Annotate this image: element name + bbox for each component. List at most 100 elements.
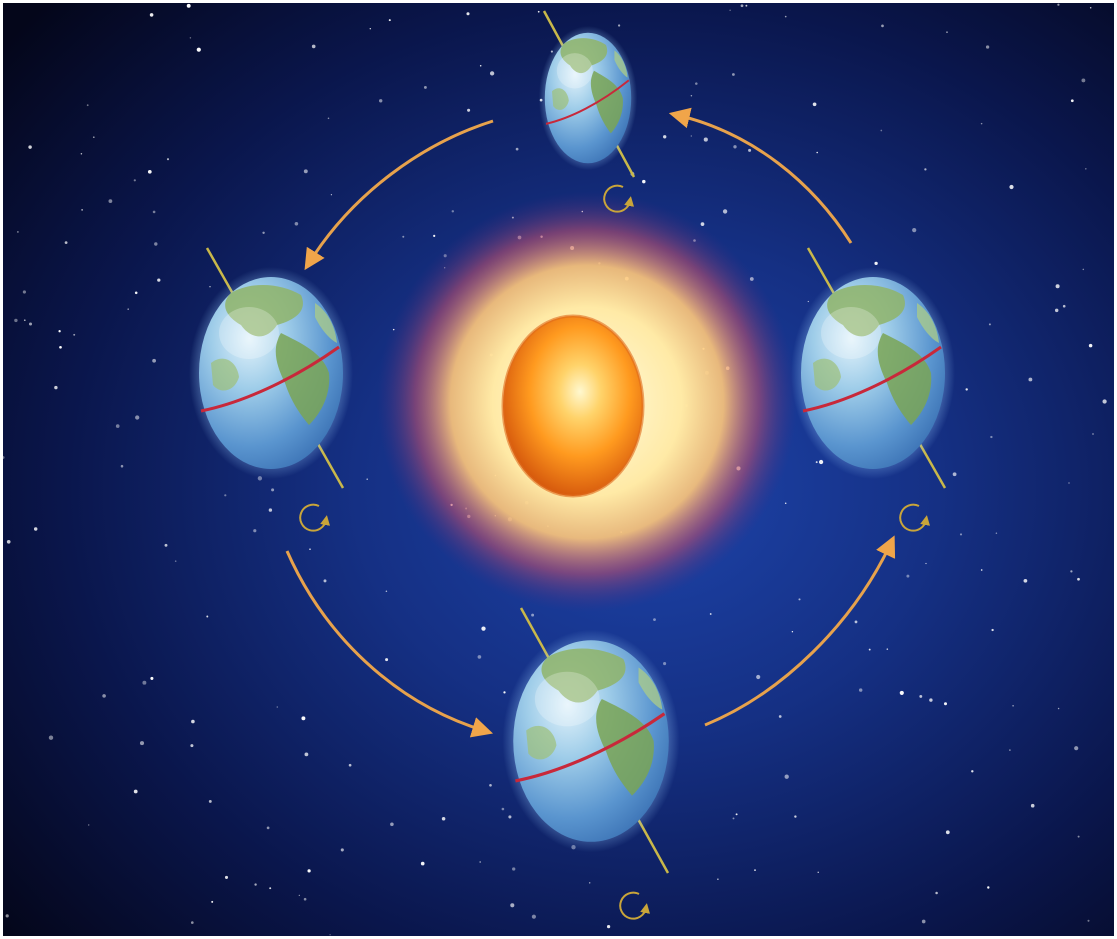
star bbox=[298, 894, 300, 897]
star bbox=[794, 815, 797, 818]
star bbox=[990, 435, 993, 439]
star bbox=[307, 869, 311, 873]
star bbox=[5, 914, 9, 918]
star bbox=[276, 706, 279, 708]
star bbox=[919, 694, 923, 698]
star bbox=[152, 358, 156, 363]
star bbox=[127, 308, 129, 310]
star bbox=[467, 108, 471, 112]
star bbox=[1092, 433, 1094, 435]
star bbox=[466, 12, 470, 16]
orbit-arrow-icon bbox=[668, 107, 853, 244]
star bbox=[512, 867, 516, 871]
star bbox=[1089, 7, 1092, 9]
star bbox=[189, 37, 192, 39]
star bbox=[303, 169, 308, 174]
star bbox=[87, 824, 90, 826]
star bbox=[732, 817, 735, 820]
star bbox=[441, 817, 446, 821]
star bbox=[366, 478, 368, 480]
star bbox=[818, 459, 824, 465]
star bbox=[991, 628, 994, 632]
star bbox=[1057, 707, 1060, 710]
star bbox=[157, 278, 161, 282]
star bbox=[254, 883, 257, 886]
star bbox=[653, 618, 656, 621]
star bbox=[733, 145, 737, 149]
star bbox=[102, 694, 106, 698]
star bbox=[58, 330, 61, 333]
star bbox=[501, 807, 505, 811]
star bbox=[64, 241, 68, 244]
star bbox=[943, 702, 948, 706]
star bbox=[945, 830, 950, 835]
orbit-arrow-icon bbox=[304, 119, 494, 271]
star bbox=[133, 789, 138, 794]
sun-icon bbox=[377, 192, 797, 612]
star bbox=[717, 878, 719, 880]
star bbox=[135, 415, 140, 420]
star bbox=[420, 861, 425, 866]
star bbox=[965, 388, 968, 391]
star bbox=[1070, 570, 1073, 573]
star bbox=[329, 934, 331, 936]
star bbox=[271, 488, 275, 492]
star bbox=[935, 891, 938, 895]
star bbox=[134, 291, 138, 295]
star bbox=[1082, 268, 1085, 271]
star bbox=[921, 919, 926, 924]
star bbox=[503, 691, 506, 694]
star bbox=[330, 194, 333, 196]
star bbox=[190, 744, 194, 748]
star bbox=[912, 227, 917, 233]
star bbox=[740, 4, 744, 8]
star bbox=[617, 24, 621, 27]
star bbox=[642, 179, 646, 184]
star bbox=[1030, 803, 1035, 808]
star bbox=[451, 210, 455, 213]
star bbox=[479, 861, 482, 863]
star bbox=[385, 590, 388, 592]
star bbox=[985, 45, 990, 49]
star bbox=[402, 235, 405, 238]
earth-globe-icon bbox=[789, 247, 957, 531]
star bbox=[798, 598, 801, 601]
star bbox=[606, 924, 611, 929]
star bbox=[778, 715, 782, 718]
star bbox=[48, 735, 54, 740]
orbit-arrow-icon bbox=[285, 550, 494, 738]
star bbox=[791, 631, 794, 633]
star bbox=[388, 19, 391, 22]
star bbox=[28, 322, 33, 326]
star bbox=[729, 9, 731, 11]
star bbox=[784, 502, 787, 504]
star bbox=[980, 122, 983, 125]
star bbox=[81, 209, 83, 211]
star bbox=[748, 148, 752, 152]
star bbox=[874, 261, 878, 266]
star bbox=[700, 222, 705, 226]
star bbox=[152, 210, 156, 214]
star bbox=[479, 64, 482, 67]
star bbox=[120, 464, 124, 468]
star bbox=[784, 15, 787, 18]
orbit-arrows bbox=[285, 107, 896, 738]
star bbox=[28, 145, 32, 149]
star bbox=[174, 560, 177, 562]
star bbox=[756, 674, 761, 680]
star bbox=[423, 85, 427, 89]
star bbox=[208, 799, 212, 803]
star bbox=[186, 3, 191, 8]
star bbox=[886, 648, 889, 650]
star bbox=[929, 698, 933, 702]
star bbox=[1077, 577, 1080, 581]
star bbox=[1028, 377, 1033, 382]
star bbox=[108, 199, 113, 203]
star bbox=[489, 71, 495, 76]
star bbox=[1074, 746, 1079, 751]
star bbox=[23, 319, 26, 322]
star bbox=[6, 539, 11, 544]
star bbox=[531, 914, 536, 919]
star bbox=[1012, 704, 1014, 707]
star bbox=[703, 137, 708, 142]
